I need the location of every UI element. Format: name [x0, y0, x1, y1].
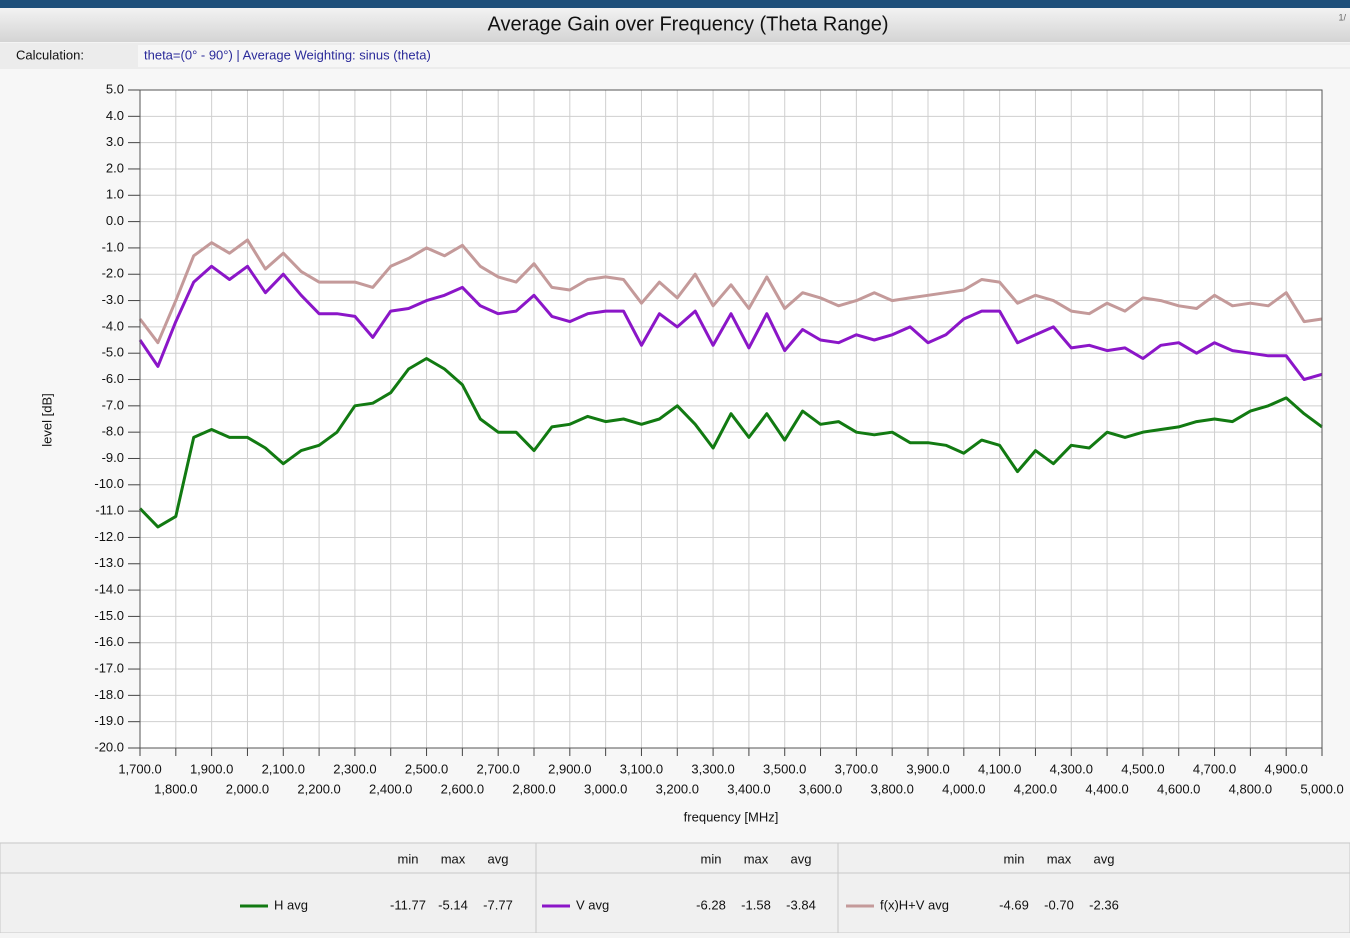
chart-title: Average Gain over Frequency (Theta Range… [488, 13, 889, 35]
x-tick-label: 4,600.0 [1157, 781, 1200, 796]
y-tick-label: -9.0 [102, 450, 124, 465]
x-tick-label: 1,700.0 [118, 761, 161, 776]
x-tick-label: 3,000.0 [584, 781, 627, 796]
y-tick-label: 3.0 [106, 134, 124, 149]
y-tick-label: -1.0 [102, 239, 124, 254]
x-tick-label: 3,900.0 [906, 761, 949, 776]
y-tick-label: 2.0 [106, 160, 124, 175]
x-tick-label: 4,900.0 [1264, 761, 1307, 776]
y-tick-label: -11.0 [95, 503, 124, 518]
x-tick-label: 4,100.0 [978, 761, 1021, 776]
legend-label: H avg [274, 897, 308, 912]
y-tick-label: -2.0 [102, 266, 124, 281]
x-tick-label: 2,700.0 [476, 761, 519, 776]
legend-header: min [1004, 851, 1025, 866]
y-tick-label: -16.0 [94, 634, 124, 649]
legend-stat: -5.14 [438, 897, 468, 912]
x-tick-label: 3,100.0 [620, 761, 663, 776]
legend-stat: -7.77 [483, 897, 513, 912]
legend-header: min [701, 851, 722, 866]
legend-label: f(x)H+V avg [880, 897, 949, 912]
y-tick-label: -17.0 [94, 660, 124, 675]
legend-header: avg [488, 851, 509, 866]
y-tick-label: -20.0 [94, 739, 124, 754]
y-tick-label: -13.0 [94, 555, 124, 570]
y-tick-label: -15.0 [94, 608, 124, 623]
y-tick-label: -8.0 [102, 424, 124, 439]
series-line [138, 238, 1323, 345]
y-tick-label: 1.0 [106, 187, 124, 202]
x-tick-label: 3,200.0 [656, 781, 699, 796]
legend-stat: -3.84 [786, 897, 816, 912]
series-line [138, 264, 1323, 381]
x-tick-label: 3,800.0 [870, 781, 913, 796]
y-tick-label: -19.0 [94, 713, 124, 728]
legend-header: avg [791, 851, 812, 866]
legend-stat: -2.36 [1089, 897, 1119, 912]
x-tick-label: 4,200.0 [1014, 781, 1057, 796]
legend-panel [0, 842, 1350, 934]
legend-label: V avg [576, 897, 609, 912]
plot-area [140, 90, 1322, 748]
x-tick-label: 3,500.0 [763, 761, 806, 776]
y-tick-label: 5.0 [106, 81, 124, 96]
y-tick-label: -18.0 [94, 687, 124, 702]
legend-stat: -0.70 [1044, 897, 1074, 912]
x-tick-label: 2,500.0 [405, 761, 448, 776]
x-axis-label: frequency [MHz] [684, 809, 779, 824]
y-tick-label: -4.0 [102, 318, 124, 333]
x-tick-label: 3,700.0 [835, 761, 878, 776]
legend-header: max [1047, 851, 1072, 866]
x-tick-label: 4,800.0 [1229, 781, 1272, 796]
x-tick-label: 2,200.0 [297, 781, 340, 796]
legend-header: min [398, 851, 419, 866]
x-tick-label: 3,300.0 [691, 761, 734, 776]
x-tick-label: 4,700.0 [1193, 761, 1236, 776]
calc-field [138, 45, 1350, 67]
y-tick-label: -5.0 [102, 345, 124, 360]
x-tick-label: 2,300.0 [333, 761, 376, 776]
x-tick-label: 2,600.0 [441, 781, 484, 796]
x-tick-label: 1,900.0 [190, 761, 233, 776]
y-tick-label: -12.0 [94, 529, 124, 544]
y-tick-label: 0.0 [106, 213, 124, 228]
y-tick-label: -3.0 [102, 292, 124, 307]
x-tick-label: 4,000.0 [942, 781, 985, 796]
x-tick-label: 3,400.0 [727, 781, 770, 796]
legend-header: avg [1094, 851, 1115, 866]
calc-value: theta=(0° - 90°) | Average Weighting: si… [144, 47, 431, 62]
x-tick-label: 2,000.0 [226, 781, 269, 796]
window-strip [0, 0, 1350, 8]
y-tick-label: -10.0 [94, 476, 124, 491]
x-tick-label: 2,900.0 [548, 761, 591, 776]
y-tick-label: -6.0 [102, 371, 124, 386]
x-tick-label: 1,800.0 [154, 781, 197, 796]
legend-stat: -4.69 [999, 897, 1029, 912]
x-tick-label: 2,400.0 [369, 781, 412, 796]
y-tick-label: -7.0 [102, 397, 124, 412]
legend-stat: -11.77 [390, 897, 426, 912]
x-tick-label: 2,800.0 [512, 781, 555, 796]
x-tick-label: 4,500.0 [1121, 761, 1164, 776]
title-bar [0, 8, 1350, 42]
x-tick-label: 4,400.0 [1085, 781, 1128, 796]
y-tick-label: 4.0 [106, 108, 124, 123]
legend-header: max [744, 851, 769, 866]
legend-header: max [441, 851, 466, 866]
x-tick-label: 3,600.0 [799, 781, 842, 796]
x-tick-label: 5,000.0 [1300, 781, 1343, 796]
x-tick-label: 4,300.0 [1050, 761, 1093, 776]
legend-stat: -1.58 [741, 897, 771, 912]
y-tick-label: -14.0 [94, 582, 124, 597]
page-label: 1/ [1338, 12, 1346, 22]
x-tick-label: 2,100.0 [262, 761, 305, 776]
calc-label: Calculation: [16, 47, 84, 62]
plot-frame [139, 89, 1323, 749]
series-line [138, 357, 1323, 529]
legend-stat: -6.28 [696, 897, 726, 912]
y-axis-label: level [dB] [39, 393, 54, 446]
